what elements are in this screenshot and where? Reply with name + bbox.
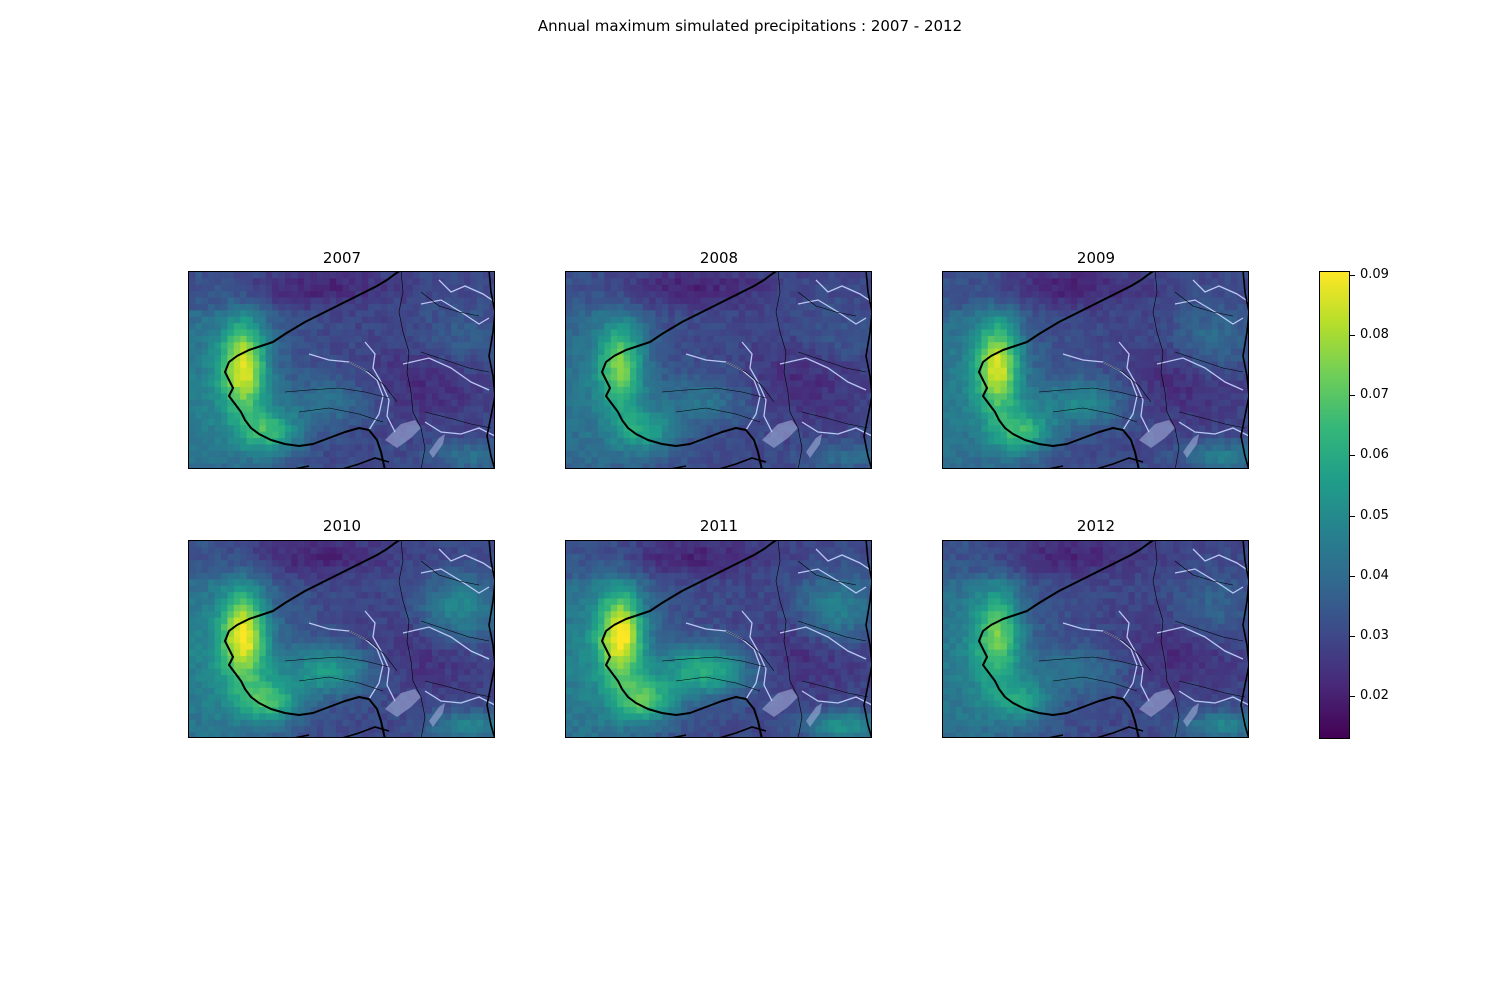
coastline-norway [224, 541, 400, 737]
colorbar-tick-label: 0.06 [1360, 447, 1389, 462]
colorbar [1319, 271, 1350, 739]
lake-shapes [385, 420, 445, 458]
coastline-south [294, 457, 390, 468]
figure-title: Annual maximum simulated precipitations … [537, 17, 963, 35]
coastline-east [486, 541, 494, 737]
lake-shapes [1139, 420, 1199, 458]
colorbar-tick [1350, 696, 1355, 697]
colorbar-tick-label: 0.08 [1360, 327, 1389, 342]
colorbar-tick [1350, 455, 1355, 456]
precip-field [189, 272, 494, 468]
admin-borders [284, 541, 492, 737]
panel-title-2008: 2008 [699, 249, 739, 267]
precip-field [943, 272, 1248, 468]
colorbar-tick [1350, 275, 1355, 276]
precip-field [943, 541, 1248, 737]
colorbar-tick [1350, 636, 1355, 637]
precip-field [566, 541, 871, 737]
coastline-east [486, 272, 494, 468]
panel-title-2012: 2012 [1076, 517, 1116, 535]
colorbar-tick [1350, 395, 1355, 396]
colorbar-tick-label: 0.04 [1360, 568, 1389, 583]
colorbar-tick-label: 0.03 [1360, 628, 1389, 643]
panel-title-2010: 2010 [322, 517, 362, 535]
precip-field [566, 272, 871, 468]
coastline-norway [978, 541, 1154, 737]
colorbar-tick-label: 0.09 [1360, 267, 1389, 282]
river-lines [1062, 279, 1248, 437]
admin-borders [661, 541, 869, 737]
coastline-east [1240, 541, 1248, 737]
panel-title-2007: 2007 [322, 249, 362, 267]
coastline-east [863, 272, 871, 468]
coastline-norway [601, 541, 777, 737]
admin-borders [1038, 541, 1246, 737]
colorbar-gradient [1320, 272, 1349, 738]
coastline-east [1240, 272, 1248, 468]
coastline-norway [978, 272, 1154, 468]
coastline-south [1048, 726, 1144, 737]
lake-shapes [1139, 689, 1199, 727]
map-panel-2010 [188, 540, 495, 738]
admin-borders [284, 272, 492, 468]
river-lines [1062, 548, 1248, 706]
coastline-east [863, 541, 871, 737]
admin-borders [661, 272, 869, 468]
river-lines [685, 279, 871, 437]
coastline-norway [224, 272, 400, 468]
coastline-south [671, 457, 767, 468]
map-panel-2012 [942, 540, 1249, 738]
map-panel-2011 [565, 540, 872, 738]
admin-borders [1038, 272, 1246, 468]
river-lines [685, 548, 871, 706]
colorbar-tick-label: 0.02 [1360, 688, 1389, 703]
lake-shapes [385, 689, 445, 727]
map-panel-2008 [565, 271, 872, 469]
panel-title-2011: 2011 [699, 517, 739, 535]
coastline-south [671, 726, 767, 737]
colorbar-tick-label: 0.07 [1360, 387, 1389, 402]
lake-shapes [762, 689, 822, 727]
colorbar-tick-label: 0.05 [1360, 508, 1389, 523]
map-panel-2009 [942, 271, 1249, 469]
panel-title-2009: 2009 [1076, 249, 1116, 267]
precip-field [189, 541, 494, 737]
river-lines [308, 279, 494, 437]
coastline-south [1048, 457, 1144, 468]
colorbar-tick [1350, 516, 1355, 517]
coastline-norway [601, 272, 777, 468]
colorbar-tick [1350, 335, 1355, 336]
map-panel-2007 [188, 271, 495, 469]
coastline-south [294, 726, 390, 737]
colorbar-tick [1350, 576, 1355, 577]
river-lines [308, 548, 494, 706]
lake-shapes [762, 420, 822, 458]
